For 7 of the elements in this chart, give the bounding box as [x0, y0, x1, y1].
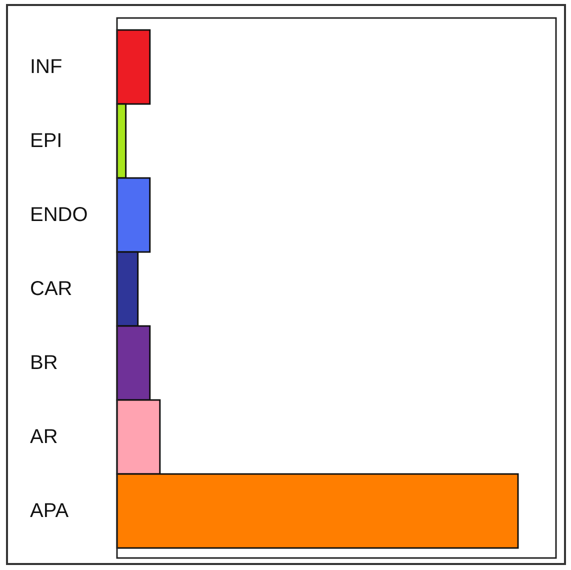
- y-tick-label: CAR: [30, 278, 72, 300]
- y-tick-label: EPI: [30, 130, 62, 152]
- y-tick-label: AR: [30, 426, 58, 448]
- y-tick-label: BR: [30, 352, 58, 374]
- y-tick-label: ENDO: [30, 204, 88, 226]
- y-tick-label: INF: [30, 56, 62, 78]
- y-tick-label: APA: [30, 500, 70, 522]
